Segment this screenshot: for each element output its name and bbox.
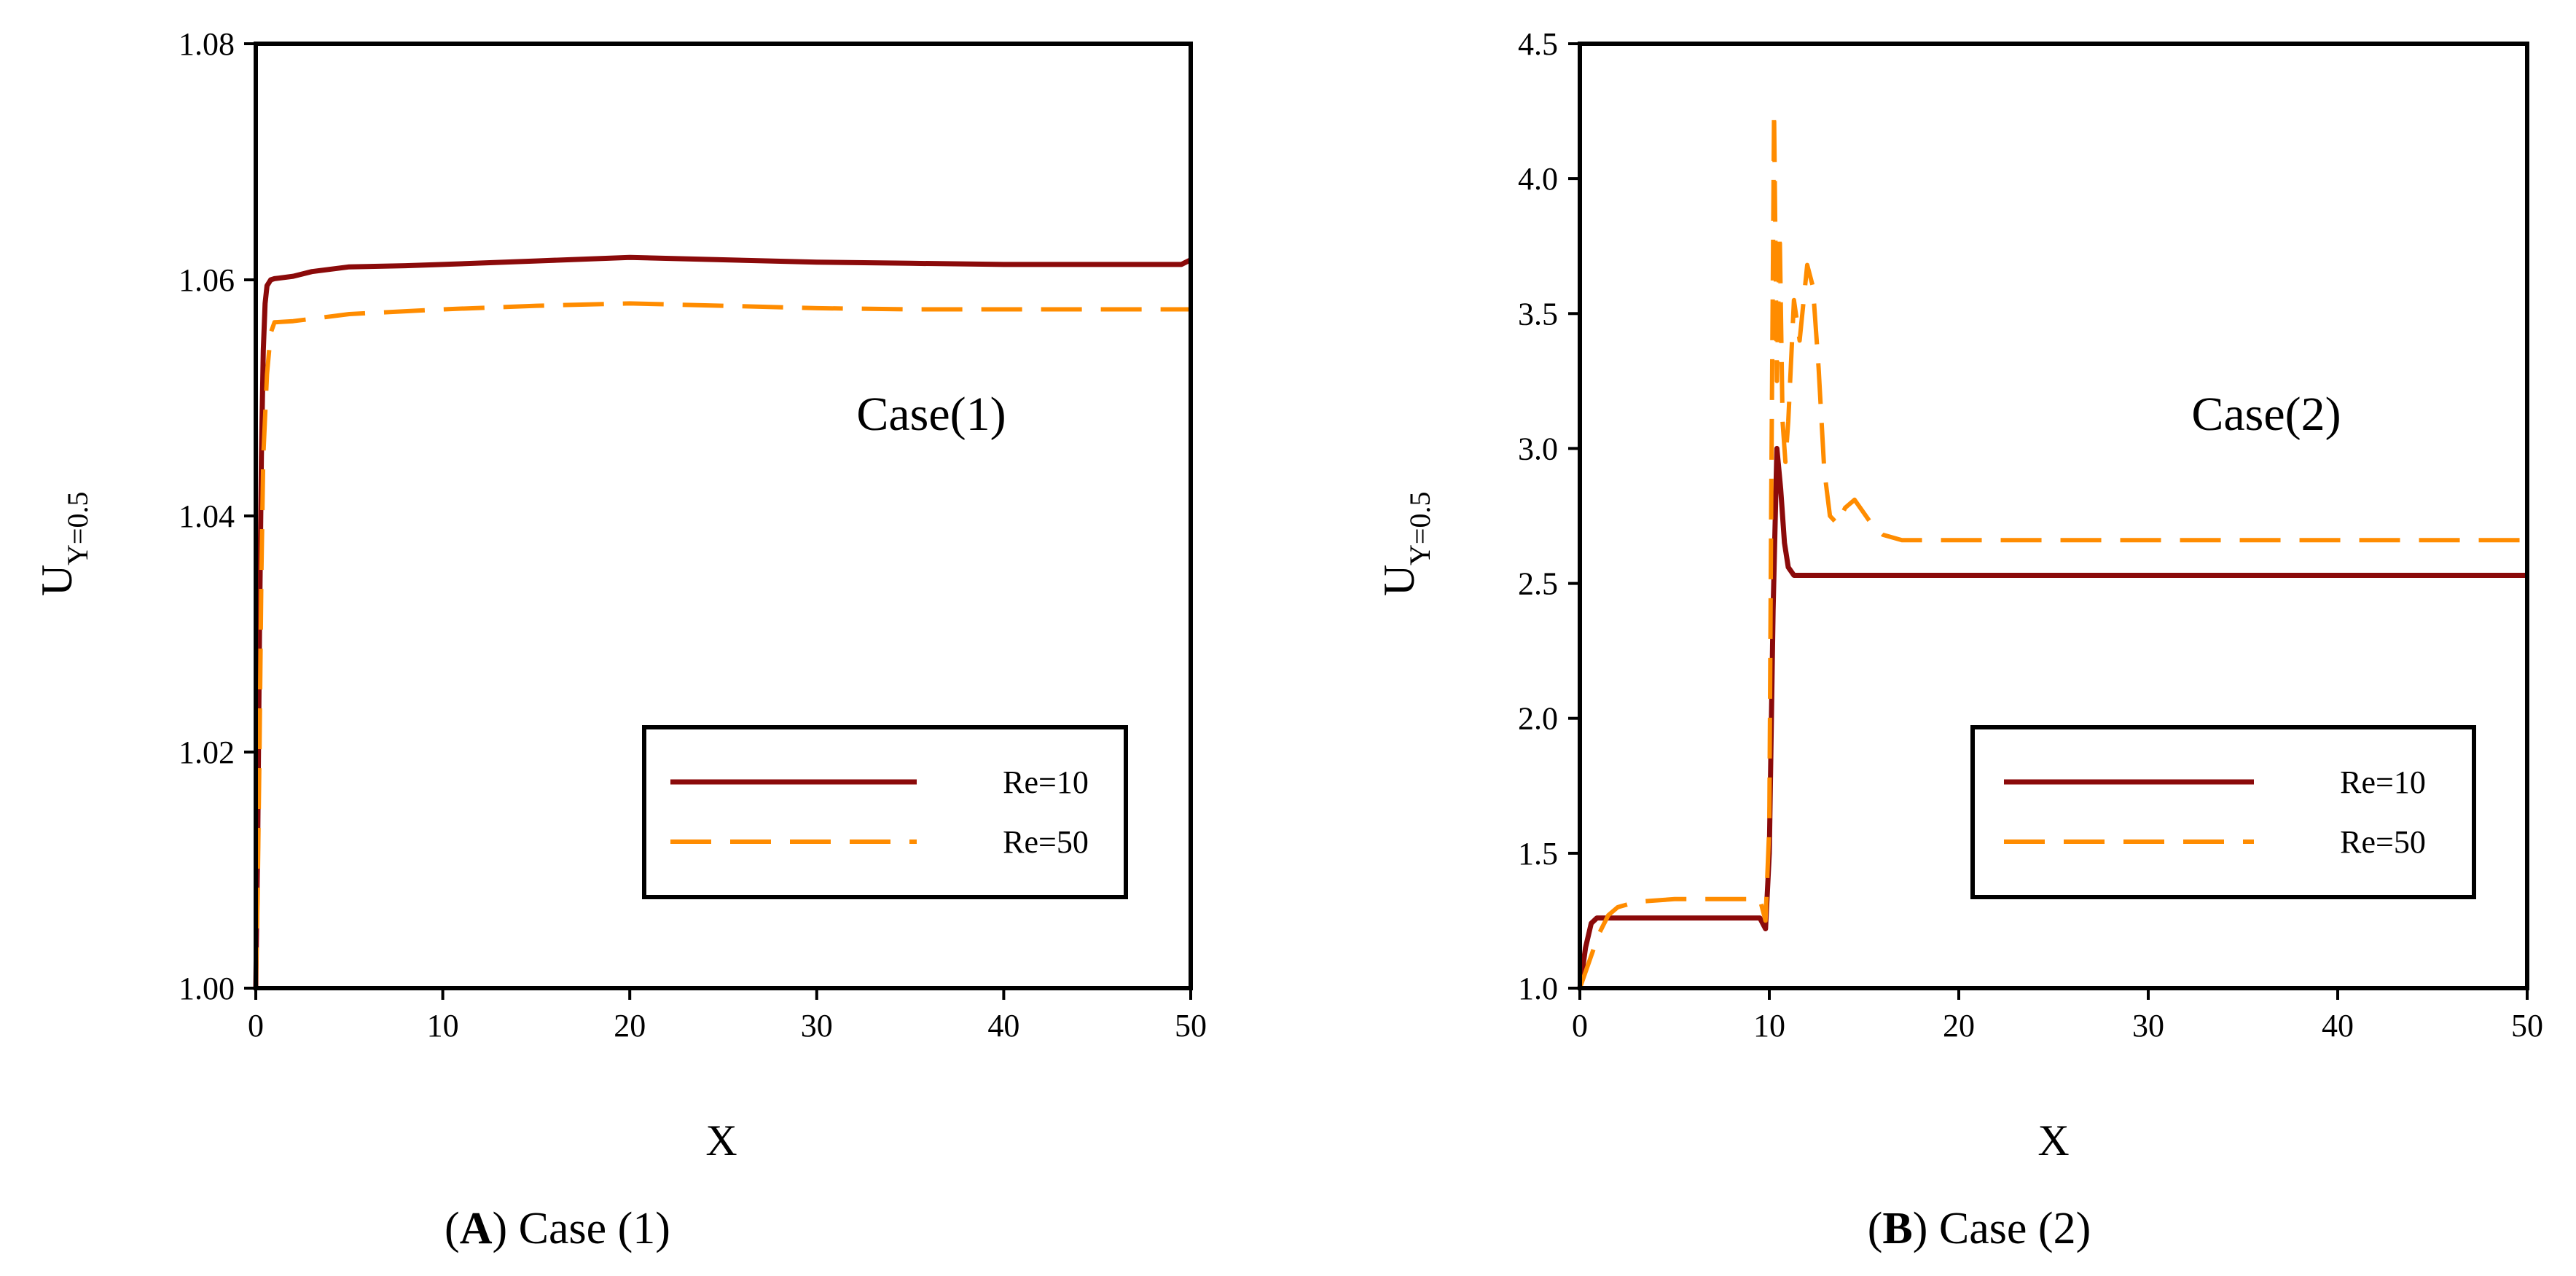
panel-b-legend-box: [1970, 725, 2476, 899]
panel-a-x-tick-label: 30: [801, 1008, 833, 1044]
panel-a-legend-label-re10: Re=10: [1003, 764, 1089, 800]
panel-a-caption: (A) Case (1): [445, 1204, 670, 1253]
panel-b-y-tick-label: 4.0: [1518, 161, 1558, 197]
panel-b-y-axis-title: U Y=0.5: [1375, 492, 1436, 596]
panel-b-y-tick-label: 3.0: [1518, 431, 1558, 466]
panel-a: 1.00 1.02 1.04 1.06 1.08 0 10 20 30 40 5…: [33, 26, 1207, 1253]
panel-b-x-ticks: 0 10 20 30 40 50: [1572, 988, 2543, 1044]
panel-a-x-tick-label: 20: [614, 1008, 646, 1044]
panel-b-y-tick-label: 2.5: [1518, 566, 1558, 602]
panel-a-legend-label-re50: Re=50: [1003, 824, 1089, 860]
panel-a-y-tick-label: 1.02: [179, 735, 235, 770]
panel-a-line-re10: [253, 254, 1192, 989]
panel-a-x-ticks: 0 10 20 30 40 50: [248, 988, 1207, 1044]
panel-b-y-axis-title-main: U: [1375, 565, 1423, 596]
panel-b-line-re50: [1578, 109, 2527, 989]
panel-a-x-tick-label: 0: [248, 1008, 264, 1044]
panel-b-caption: (B) Case (2): [1868, 1204, 2091, 1253]
panel-a-y-tick-label: 1.08: [179, 26, 235, 62]
panel-a-y-tick-label: 1.06: [179, 262, 235, 298]
panel-a-legend-box: [642, 725, 1128, 899]
panel-b-x-tick-label: 50: [2511, 1008, 2543, 1044]
panel-a-x-tick-label: 40: [987, 1008, 1019, 1044]
panel-b-legend-label-re50: Re=50: [2340, 824, 2426, 860]
panel-b-y-tick-label: 1.0: [1518, 971, 1558, 1006]
panel-b-x-tick-label: 10: [1753, 1008, 1785, 1044]
panel-b-legend: Re=10 Re=50: [1970, 725, 2476, 899]
panel-a-y-axis-title: U Y=0.5: [33, 492, 94, 596]
panel-b: 1.0 1.5 2.0 2.5 3.0 3.5 4.0 4.5 0 10 20 …: [1375, 26, 2543, 1253]
panel-a-x-axis-title: X: [705, 1116, 737, 1165]
panel-b-x-tick-label: 30: [2132, 1008, 2164, 1044]
panel-a-legend: Re=10 Re=50: [642, 725, 1128, 899]
panel-a-y-tick-label: 1.04: [179, 498, 235, 534]
panel-b-x-tick-label: 20: [1943, 1008, 1975, 1044]
panel-b-y-tick-label: 4.5: [1518, 26, 1558, 62]
panel-b-y-tick-label: 3.5: [1518, 296, 1558, 332]
panel-a-y-axis-title-main: U: [33, 565, 81, 596]
panel-b-y-tick-label: 1.5: [1518, 836, 1558, 872]
panel-a-series: [253, 254, 1192, 989]
panel-b-y-axis-title-sub: Y=0.5: [1404, 492, 1436, 565]
panel-b-plot-frame: [1578, 42, 2529, 990]
panel-b-x-tick-label: 0: [1572, 1008, 1588, 1044]
panel-a-y-ticks: 1.00 1.02 1.04 1.06 1.08: [179, 26, 256, 1006]
panel-b-line-re10: [1577, 445, 2527, 989]
panel-a-y-axis-title-sub: Y=0.5: [61, 492, 94, 565]
panel-b-x-axis-title: X: [2037, 1116, 2069, 1165]
panel-b-y-tick-label: 2.0: [1518, 701, 1558, 737]
panel-b-series: [1577, 109, 2527, 989]
panel-b-legend-label-re10: Re=10: [2340, 764, 2426, 800]
panel-a-case-label: Case(1): [856, 388, 1006, 441]
panel-a-line-re50: [254, 301, 1191, 989]
panel-b-x-tick-label: 40: [2322, 1008, 2354, 1044]
panel-b-case-label: Case(2): [2191, 388, 2341, 441]
panel-a-x-tick-label: 10: [427, 1008, 459, 1044]
panel-b-y-ticks: 1.0 1.5 2.0 2.5 3.0 3.5 4.0 4.5: [1518, 26, 1580, 1006]
panel-a-y-tick-label: 1.00: [179, 971, 235, 1006]
panel-a-x-tick-label: 50: [1175, 1008, 1207, 1044]
